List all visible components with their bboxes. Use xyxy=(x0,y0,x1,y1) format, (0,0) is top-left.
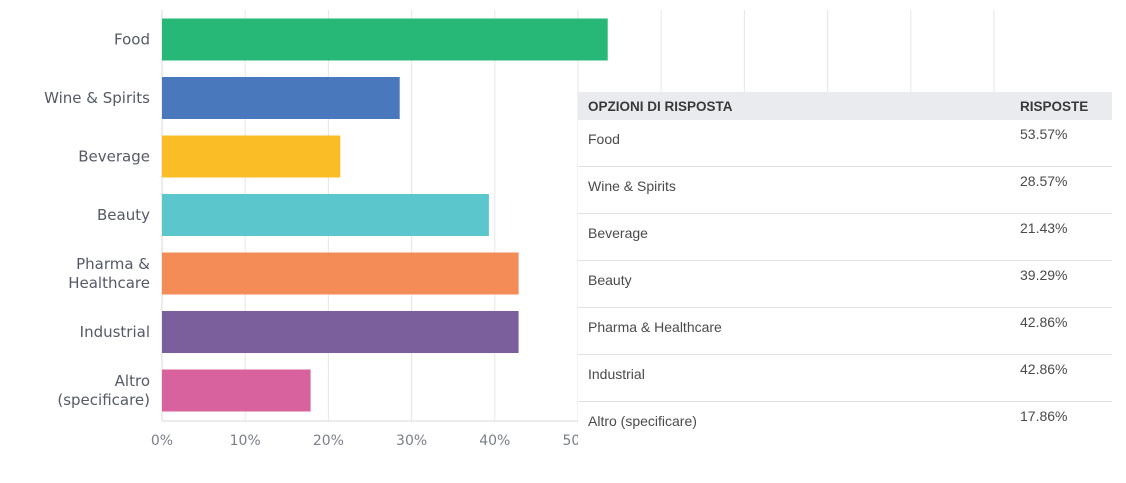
response-cell: 28.57% xyxy=(1012,166,1112,214)
response-cell: 21.43% xyxy=(1012,213,1112,261)
response-table: OPZIONI DI RISPOSTA RISPOSTE Food 53.57%… xyxy=(578,92,1112,448)
option-cell: Wine & Spirits xyxy=(578,166,1012,214)
category-label: Industrial xyxy=(80,323,150,341)
bar xyxy=(162,252,519,295)
option-cell: Food xyxy=(578,120,1012,167)
category-label: Food xyxy=(114,31,150,49)
table-row: Food 53.57% xyxy=(578,120,1112,167)
table-header-row: OPZIONI DI RISPOSTA RISPOSTE xyxy=(578,92,1112,120)
response-cell: 17.86% xyxy=(1020,408,1068,424)
option-cell: Beauty xyxy=(578,260,1012,308)
header-responses: RISPOSTE xyxy=(1012,92,1112,120)
category-labels: Food Wine & Spirits Beverage Beauty Pharma &… xyxy=(44,31,150,410)
table-row: Industrial 42.86% xyxy=(578,354,1112,402)
x-tick-label: 10% xyxy=(230,433,261,449)
table-row: Wine & Spirits 28.57% xyxy=(578,166,1112,214)
x-tick-label: 40% xyxy=(479,433,510,449)
table-row: Pharma & Healthcare 42.86% xyxy=(578,307,1112,355)
table-row: Beauty 39.29% xyxy=(578,260,1112,308)
category-label: Beverage xyxy=(78,148,150,166)
category-label: Beauty xyxy=(97,206,150,224)
bar xyxy=(162,369,311,412)
response-cell: 53.57% xyxy=(1012,120,1112,167)
option-cell: Beverage xyxy=(578,213,1012,261)
x-tick-label: 20% xyxy=(313,433,344,449)
table-row: Beverage 21.43% xyxy=(578,213,1112,261)
category-label: Altro (specificare) xyxy=(57,372,150,409)
option-cell: Altro (specificare) xyxy=(588,413,697,429)
x-tick-label: 30% xyxy=(396,433,427,449)
category-label: Pharma & Healthcare xyxy=(68,255,150,292)
option-cell: Pharma & Healthcare xyxy=(578,307,1012,355)
bar xyxy=(162,135,341,178)
response-cell: 42.86% xyxy=(1012,307,1112,355)
response-cell: 39.29% xyxy=(1012,260,1112,308)
x-tick-label: 0% xyxy=(151,433,173,449)
header-options: OPZIONI DI RISPOSTA xyxy=(578,92,1012,120)
bars xyxy=(162,18,608,412)
table-row: Altro (specificare) 17.86% xyxy=(578,402,1112,449)
response-cell: 42.86% xyxy=(1012,354,1112,402)
bar xyxy=(162,18,608,61)
bar xyxy=(162,311,519,353)
bar xyxy=(162,194,489,236)
option-cell: Industrial xyxy=(578,354,1012,402)
bar xyxy=(162,77,400,119)
category-label: Wine & Spirits xyxy=(44,89,150,107)
